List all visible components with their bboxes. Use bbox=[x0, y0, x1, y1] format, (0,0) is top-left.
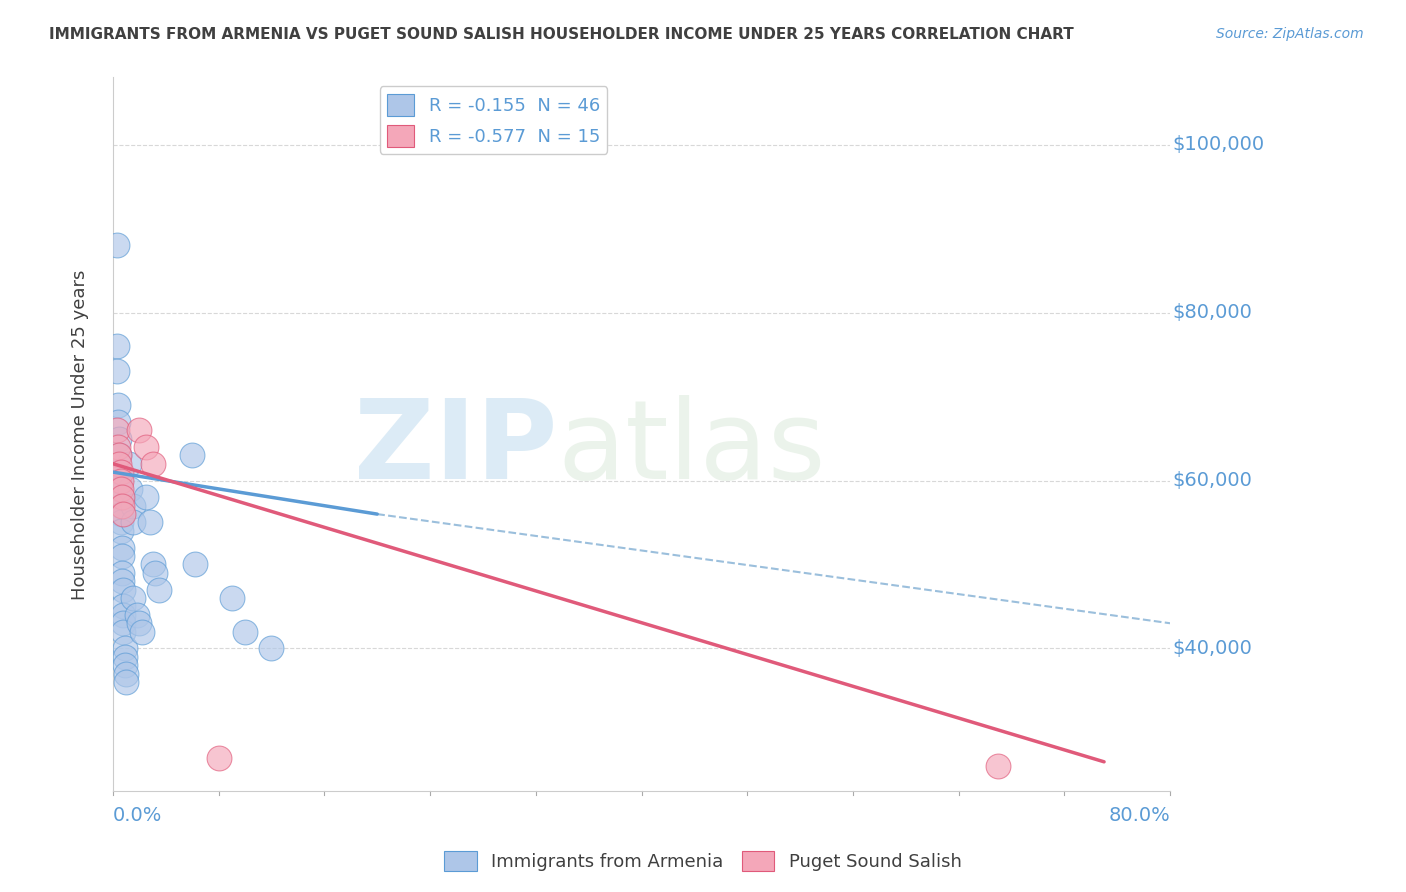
Point bbox=[110, 516, 132, 530]
Point bbox=[111, 499, 134, 513]
Text: $80,000: $80,000 bbox=[1173, 303, 1253, 322]
Text: $60,000: $60,000 bbox=[1173, 471, 1253, 490]
Point bbox=[135, 491, 157, 505]
Legend: R = -0.155  N = 46, R = -0.577  N = 15: R = -0.155 N = 46, R = -0.577 N = 15 bbox=[380, 87, 607, 154]
Point bbox=[114, 658, 136, 673]
Point bbox=[108, 482, 131, 496]
Point bbox=[108, 474, 131, 488]
Point bbox=[135, 440, 157, 454]
Legend: Immigrants from Armenia, Puget Sound Salish: Immigrants from Armenia, Puget Sound Sal… bbox=[437, 844, 969, 879]
Point bbox=[110, 482, 132, 496]
Point bbox=[110, 499, 132, 513]
Point bbox=[110, 524, 132, 538]
Point bbox=[110, 465, 132, 479]
Point bbox=[115, 675, 138, 690]
Point bbox=[987, 759, 1010, 773]
Text: ZIP: ZIP bbox=[353, 395, 557, 502]
Point bbox=[110, 507, 132, 521]
Point bbox=[128, 616, 150, 631]
Point bbox=[181, 448, 204, 462]
Point bbox=[111, 541, 134, 555]
Point bbox=[105, 364, 128, 378]
Point bbox=[148, 582, 170, 597]
Point bbox=[112, 599, 135, 614]
Point bbox=[110, 474, 132, 488]
Point bbox=[121, 516, 143, 530]
Text: Source: ZipAtlas.com: Source: ZipAtlas.com bbox=[1216, 27, 1364, 41]
Point bbox=[118, 482, 141, 496]
Point bbox=[118, 457, 141, 471]
Text: IMMIGRANTS FROM ARMENIA VS PUGET SOUND SALISH HOUSEHOLDER INCOME UNDER 25 YEARS : IMMIGRANTS FROM ARMENIA VS PUGET SOUND S… bbox=[49, 27, 1074, 42]
Point bbox=[105, 238, 128, 252]
Point bbox=[121, 499, 143, 513]
Point bbox=[111, 549, 134, 563]
Point bbox=[107, 398, 129, 412]
Point bbox=[112, 616, 135, 631]
Point bbox=[207, 750, 229, 764]
Point bbox=[121, 591, 143, 605]
Point bbox=[105, 423, 128, 437]
Point bbox=[105, 339, 128, 353]
Text: $100,000: $100,000 bbox=[1173, 135, 1264, 154]
Text: $40,000: $40,000 bbox=[1173, 639, 1253, 658]
Point bbox=[260, 641, 283, 656]
Point bbox=[141, 457, 163, 471]
Point bbox=[112, 507, 135, 521]
Point bbox=[108, 465, 131, 479]
Point bbox=[115, 666, 138, 681]
Point bbox=[112, 582, 135, 597]
Point bbox=[108, 448, 131, 462]
Point bbox=[111, 574, 134, 589]
Point bbox=[108, 457, 131, 471]
Point bbox=[114, 641, 136, 656]
Point bbox=[108, 448, 131, 462]
Point bbox=[107, 415, 129, 429]
Y-axis label: Householder Income Under 25 years: Householder Income Under 25 years bbox=[72, 269, 89, 599]
Point bbox=[141, 558, 163, 572]
Point bbox=[108, 432, 131, 446]
Point bbox=[143, 566, 166, 580]
Point bbox=[125, 607, 148, 622]
Point bbox=[112, 624, 135, 639]
Point bbox=[139, 516, 162, 530]
Point bbox=[111, 491, 134, 505]
Point bbox=[112, 607, 135, 622]
Point bbox=[233, 624, 256, 639]
Point bbox=[107, 440, 129, 454]
Point bbox=[131, 624, 153, 639]
Text: atlas: atlas bbox=[557, 395, 825, 502]
Text: 0.0%: 0.0% bbox=[112, 805, 162, 824]
Point bbox=[221, 591, 243, 605]
Point bbox=[111, 566, 134, 580]
Text: 80.0%: 80.0% bbox=[1108, 805, 1170, 824]
Point bbox=[184, 558, 207, 572]
Point bbox=[128, 423, 150, 437]
Point bbox=[114, 649, 136, 664]
